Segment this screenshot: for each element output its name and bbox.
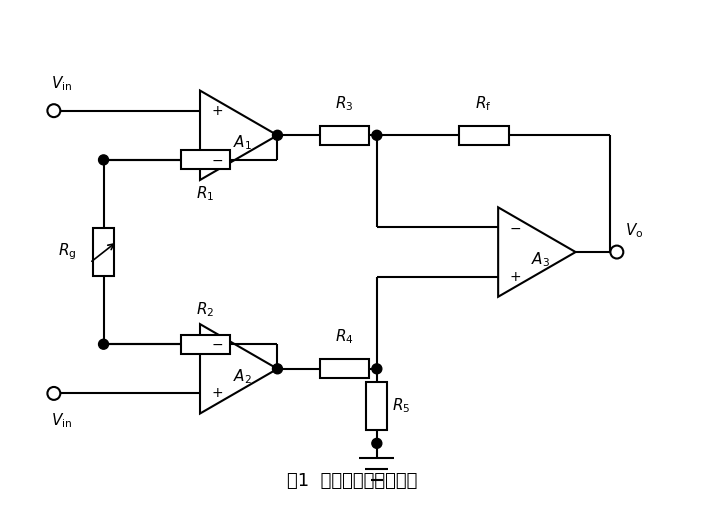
Text: $+$: $+$ xyxy=(211,104,223,118)
Bar xyxy=(180,151,230,169)
Circle shape xyxy=(99,339,108,349)
Bar xyxy=(459,126,508,145)
Text: $-$: $-$ xyxy=(211,337,223,351)
Text: $R_2$: $R_2$ xyxy=(196,301,215,319)
Text: $V_{\rm in}$: $V_{\rm in}$ xyxy=(51,75,73,93)
Circle shape xyxy=(372,364,382,374)
Text: $A_1$: $A_1$ xyxy=(233,133,252,152)
Text: $V_{\rm in}$: $V_{\rm in}$ xyxy=(51,411,73,430)
Text: $A_2$: $A_2$ xyxy=(233,367,252,386)
Text: $R_{\rm g}$: $R_{\rm g}$ xyxy=(58,242,76,262)
Bar xyxy=(320,359,370,378)
Text: $+$: $+$ xyxy=(211,387,223,401)
Text: $R_{\rm f}$: $R_{\rm f}$ xyxy=(475,94,492,113)
Circle shape xyxy=(272,130,282,140)
Text: 图1  仪表放大器典型结构: 图1 仪表放大器典型结构 xyxy=(287,472,417,489)
Text: $V_{\rm o}$: $V_{\rm o}$ xyxy=(625,221,643,240)
Text: $A_3$: $A_3$ xyxy=(532,250,551,269)
Text: $R_1$: $R_1$ xyxy=(196,185,215,203)
Bar xyxy=(93,228,114,276)
Circle shape xyxy=(99,155,108,165)
Bar xyxy=(320,126,370,145)
Bar xyxy=(366,382,387,430)
Text: $R_3$: $R_3$ xyxy=(335,94,354,113)
Text: $R_4$: $R_4$ xyxy=(335,328,354,347)
Text: $R_5$: $R_5$ xyxy=(391,397,410,415)
Circle shape xyxy=(372,439,382,448)
Circle shape xyxy=(372,130,382,140)
Text: $-$: $-$ xyxy=(211,153,223,167)
Circle shape xyxy=(272,364,282,374)
Bar xyxy=(180,335,230,353)
Text: $+$: $+$ xyxy=(509,270,521,284)
Text: $-$: $-$ xyxy=(509,221,521,235)
